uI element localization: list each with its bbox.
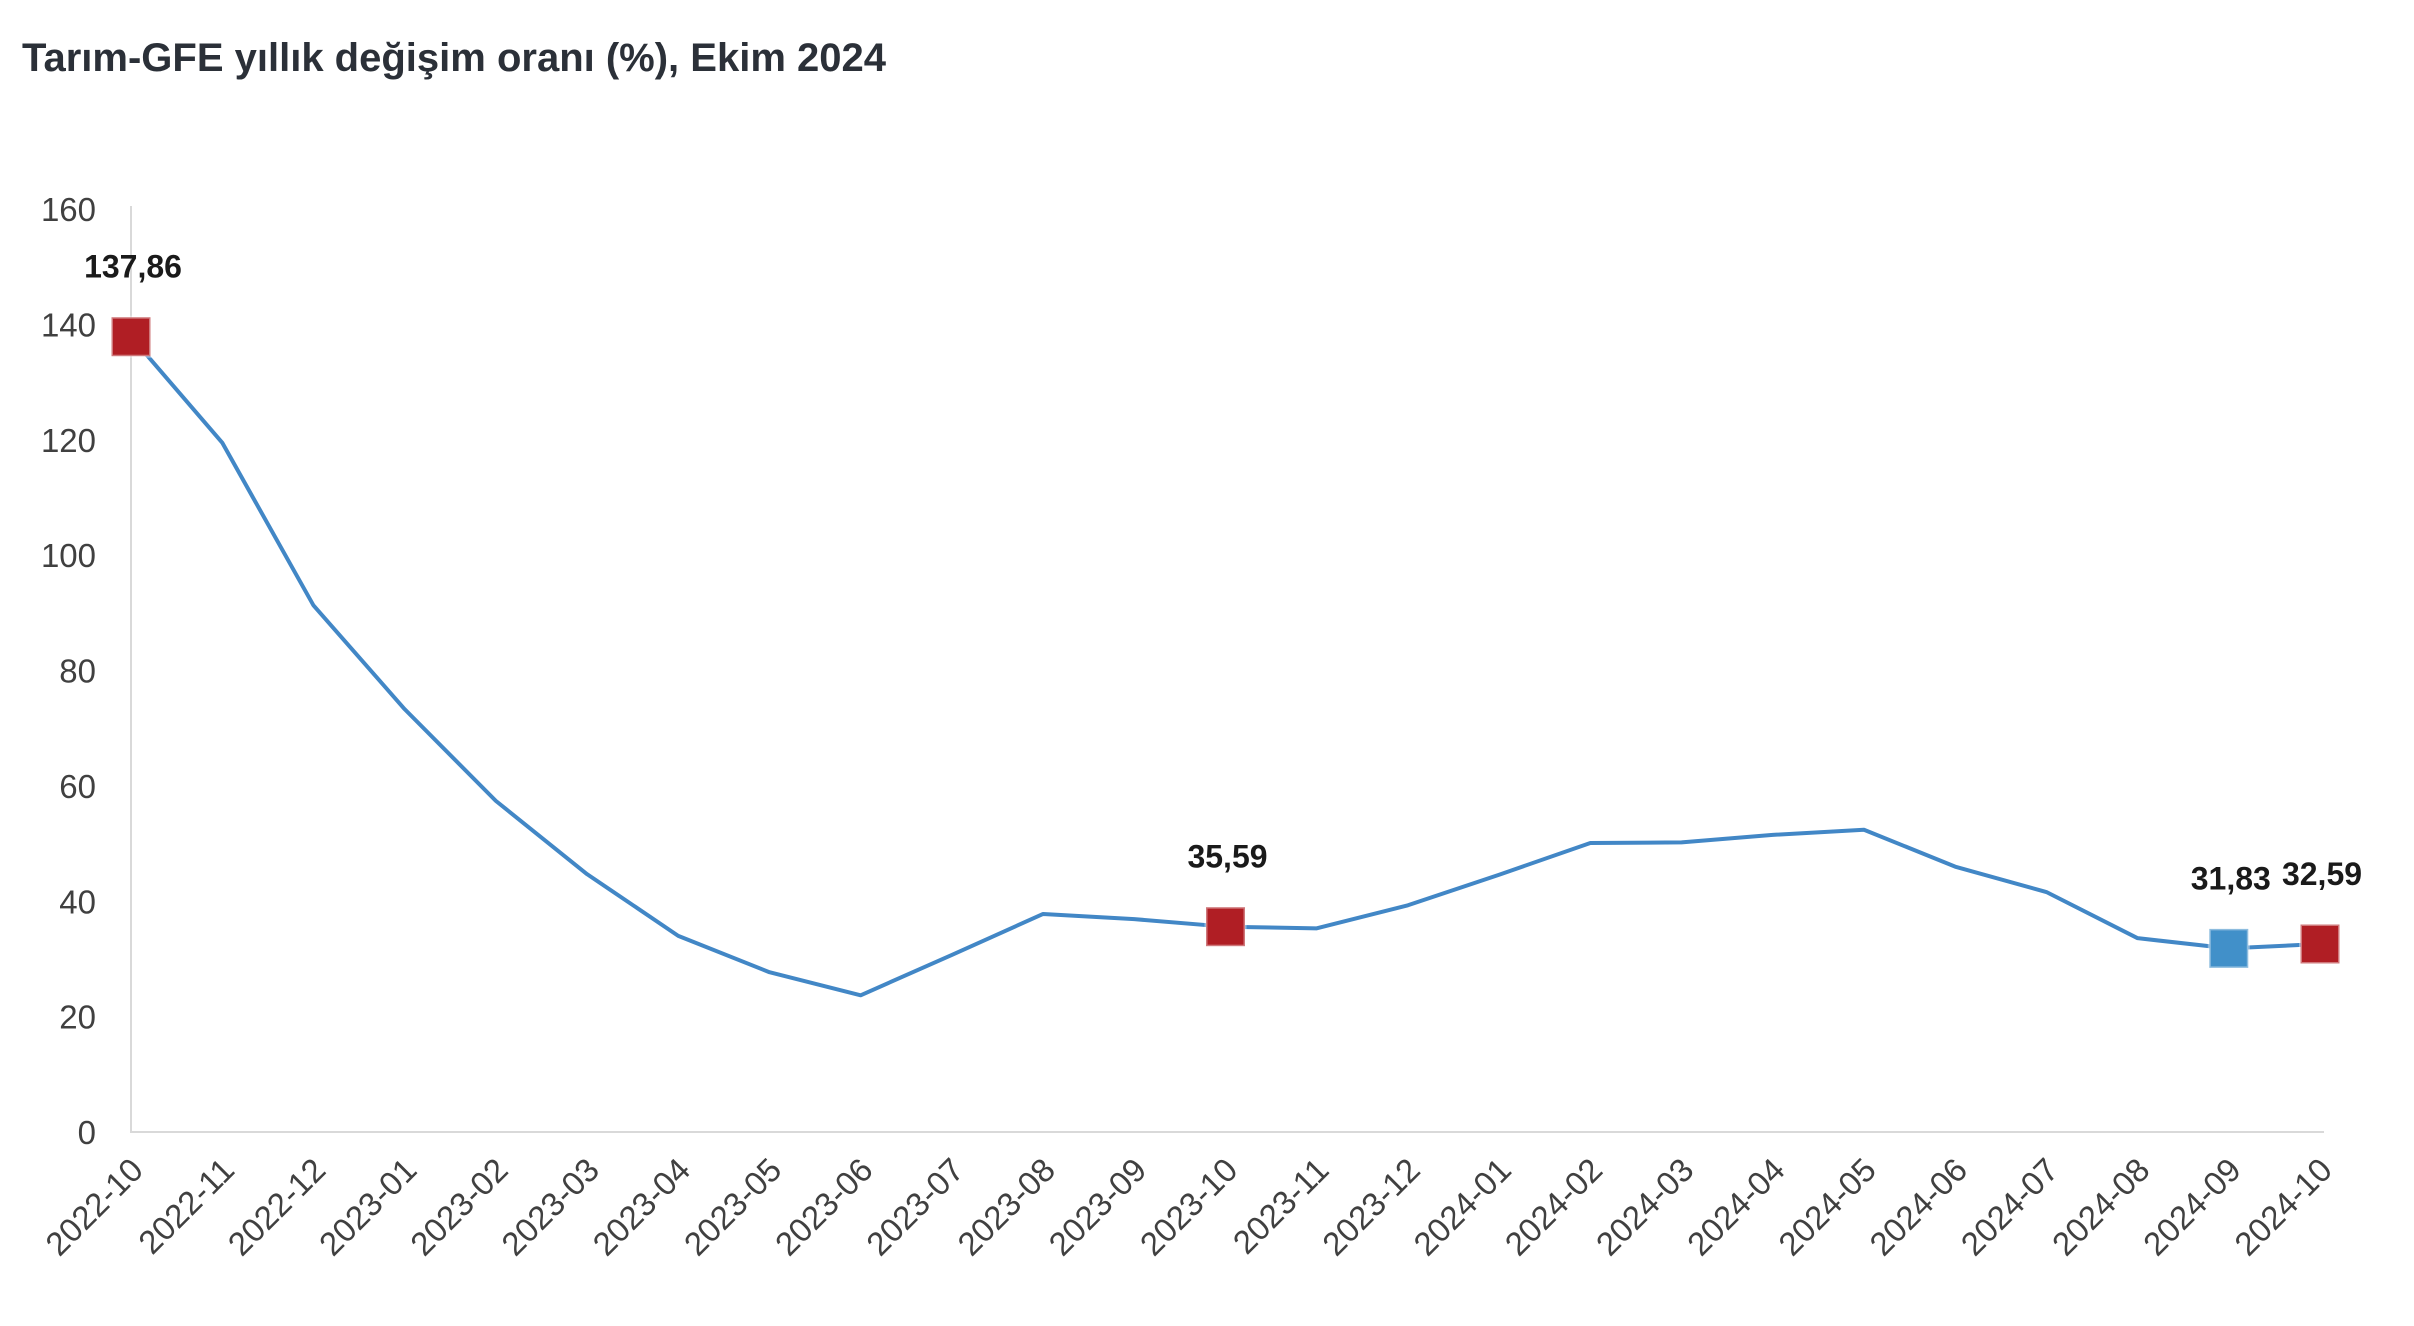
x-axis-tick-label-2024-07: 2024-07 [1954,1151,2066,1263]
y-axis-tick-label-80: 80 [59,653,96,690]
x-axis-tick-label-2023-12: 2023-12 [1315,1151,1427,1263]
x-axis-tick-label-2024-04: 2024-04 [1680,1151,1792,1263]
x-axis-tick-label-2024-06: 2024-06 [1862,1151,1974,1263]
x-axis-tick-label-2023-09: 2023-09 [1041,1151,1153,1263]
point-label-2022-10: 137,86 [84,249,182,285]
x-axis-tick-label-2022-10: 2022-10 [38,1151,150,1263]
x-axis-tick-label-2023-02: 2023-02 [403,1151,515,1263]
marker-2023-10[interactable] [1204,905,1247,948]
x-axis-tick-label-2023-07: 2023-07 [859,1151,971,1263]
x-axis-tick-label-2023-10: 2023-10 [1133,1151,1245,1263]
x-axis-tick-label-2024-10: 2024-10 [2227,1151,2339,1263]
x-axis-tick-label-2024-08: 2024-08 [2045,1151,2157,1263]
point-label-2024-10: 32,59 [2282,856,2362,892]
y-axis-tick-label-100: 100 [41,537,96,574]
y-axis-tick-label-120: 120 [41,422,96,459]
y-axis-tick-label-20: 20 [59,999,96,1036]
x-axis-tick-label-2022-12: 2022-12 [221,1151,333,1263]
x-axis-tick-label-2023-06: 2023-06 [768,1151,880,1263]
x-axis-tick-label-2024-03: 2024-03 [1589,1151,1701,1263]
point-label-2023-10: 35,59 [1187,839,1267,875]
marker-2022-10[interactable] [110,315,152,358]
x-axis-tick-label-2024-02: 2024-02 [1497,1151,1609,1263]
marker-2024-10[interactable] [2299,922,2341,965]
series-line[interactable] [129,334,2322,998]
x-axis-tick-label-2024-05: 2024-05 [1771,1151,1883,1263]
marker-2024-09[interactable] [2207,927,2250,970]
x-axis-tick-label-2023-08: 2023-08 [950,1151,1062,1263]
y-axis-tick-label-0: 0 [78,1114,96,1151]
y-axis-tick-label-40: 40 [59,883,96,920]
y-axis-tick-label-140: 140 [41,306,96,343]
y-axis-tick-label-60: 60 [59,768,96,805]
x-axis-tick-label-2022-11: 2022-11 [131,1151,241,1261]
x-axis-tick-label-2023-03: 2023-03 [494,1151,606,1263]
chart-title: Tarım-GFE yıllık değişim oranı (%), Ekim… [22,36,886,80]
x-axis-tick-label-2024-01: 2024-01 [1406,1151,1518,1263]
x-axis-tick-label-2024-09: 2024-09 [2136,1151,2248,1263]
x-axis-tick-label-2023-11: 2023-11 [1226,1151,1336,1261]
x-axis-tick-label-2023-04: 2023-04 [585,1151,697,1263]
y-axis-tick-label-160: 160 [41,191,96,228]
x-axis-tick-label-2023-01: 2023-01 [312,1151,424,1263]
x-axis-tick-label-2023-05: 2023-05 [677,1151,789,1263]
point-label-2024-09: 31,83 [2191,860,2271,896]
